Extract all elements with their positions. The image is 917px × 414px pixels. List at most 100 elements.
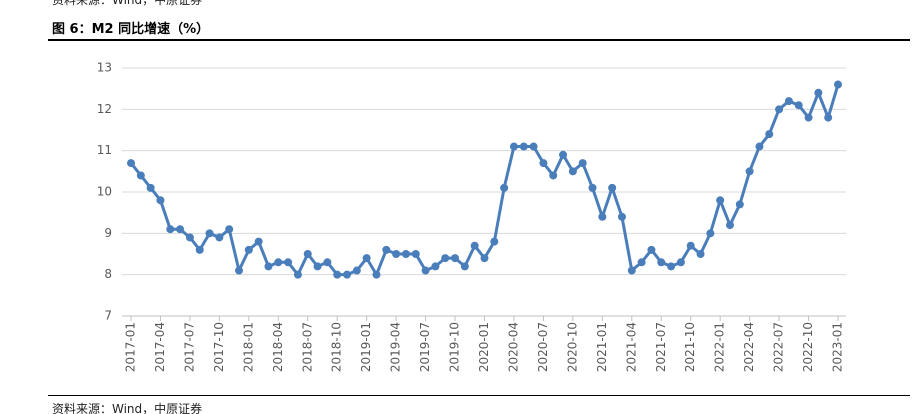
data-point	[627, 266, 636, 275]
data-point	[667, 262, 676, 271]
x-tick-label: 2017-10	[212, 322, 226, 372]
data-point	[441, 254, 450, 263]
data-point	[470, 241, 479, 250]
x-tick-label: 2022-07	[772, 322, 786, 372]
y-tick-label: 9	[104, 226, 112, 240]
data-point	[166, 225, 175, 234]
y-tick-label: 7	[104, 309, 112, 323]
data-point	[244, 245, 253, 254]
x-tick-label: 2022-01	[713, 322, 727, 372]
y-tick-label: 13	[97, 61, 112, 75]
data-point	[765, 130, 774, 139]
x-tick-label: 2019-01	[359, 322, 373, 372]
figure-title: 图 6：M2 同比增速（%）	[52, 22, 210, 37]
x-tick-label: 2020-10	[565, 322, 579, 372]
data-point	[745, 167, 754, 176]
x-tick-label: 2018-10	[330, 322, 344, 372]
data-point	[451, 254, 460, 263]
title-rule	[48, 39, 910, 41]
data-point	[215, 233, 224, 242]
data-point	[598, 212, 607, 221]
data-point	[274, 258, 283, 267]
data-point	[421, 266, 430, 275]
data-point	[725, 221, 734, 230]
x-tick-label: 2018-01	[241, 322, 255, 372]
data-point	[647, 245, 656, 254]
data-point	[676, 258, 685, 267]
x-tick-label: 2021-07	[654, 322, 668, 372]
data-point	[529, 142, 538, 151]
data-point	[195, 245, 204, 254]
data-point	[185, 233, 194, 242]
data-point	[460, 262, 469, 271]
data-point	[146, 183, 155, 192]
data-point	[735, 200, 744, 209]
data-point	[313, 262, 322, 271]
data-point	[509, 142, 518, 151]
data-line	[129, 84, 840, 277]
x-tick-label: 2021-10	[683, 322, 697, 372]
data-point	[235, 266, 244, 275]
data-point	[578, 159, 587, 168]
data-point	[352, 266, 361, 275]
data-point	[323, 258, 332, 267]
data-point	[382, 245, 391, 254]
data-point	[490, 237, 499, 246]
x-tick-label: 2020-04	[506, 322, 520, 372]
data-point	[156, 196, 165, 205]
data-point	[539, 159, 548, 168]
data-point	[617, 212, 626, 221]
data-point	[814, 88, 823, 97]
data-point	[500, 183, 509, 192]
data-point	[333, 270, 342, 279]
data-point	[834, 80, 842, 89]
data-point	[716, 196, 725, 205]
x-tick-label: 2021-01	[595, 322, 609, 372]
data-point	[804, 113, 813, 122]
data-point	[254, 237, 263, 246]
x-tick-label: 2019-04	[389, 322, 403, 372]
x-tick-label: 2022-10	[801, 322, 815, 372]
data-point	[401, 250, 410, 258]
x-tick-label: 2018-07	[300, 322, 314, 372]
data-point	[824, 113, 833, 122]
x-tick-label: 2019-10	[448, 322, 462, 372]
data-point	[559, 150, 568, 159]
data-point	[293, 270, 302, 279]
x-tick-label: 2017-07	[182, 322, 196, 372]
data-point	[775, 105, 784, 114]
x-tick-label: 2017-04	[153, 322, 167, 372]
data-point	[205, 229, 214, 238]
y-tick-label: 8	[104, 267, 112, 281]
data-point	[755, 142, 764, 151]
data-point	[657, 258, 666, 267]
data-point	[784, 97, 793, 106]
data-point	[608, 183, 617, 192]
data-point	[637, 258, 646, 267]
y-tick-label: 10	[97, 185, 112, 199]
x-tick-label: 2018-04	[271, 322, 285, 372]
data-point	[392, 250, 401, 258]
x-tick-label: 2023-01	[831, 322, 845, 372]
data-point	[176, 225, 185, 234]
x-tick-label: 2017-01	[124, 322, 138, 372]
data-point	[549, 171, 558, 180]
x-tick-label: 2020-07	[536, 322, 550, 372]
x-tick-label: 2019-07	[418, 322, 432, 372]
y-tick-label: 12	[97, 102, 112, 116]
footer-rule	[48, 395, 910, 396]
source-note: 资料来源：Wind，中原证券	[52, 402, 203, 414]
data-point	[303, 250, 312, 258]
data-point	[686, 241, 695, 250]
data-point	[264, 262, 273, 271]
data-point	[372, 270, 381, 279]
x-tick-label: 2021-04	[624, 322, 638, 372]
data-point	[411, 250, 420, 258]
data-point	[362, 254, 371, 263]
data-point	[480, 254, 489, 263]
data-point	[696, 250, 705, 258]
x-tick-label: 2020-01	[477, 322, 491, 372]
data-point	[136, 171, 145, 180]
